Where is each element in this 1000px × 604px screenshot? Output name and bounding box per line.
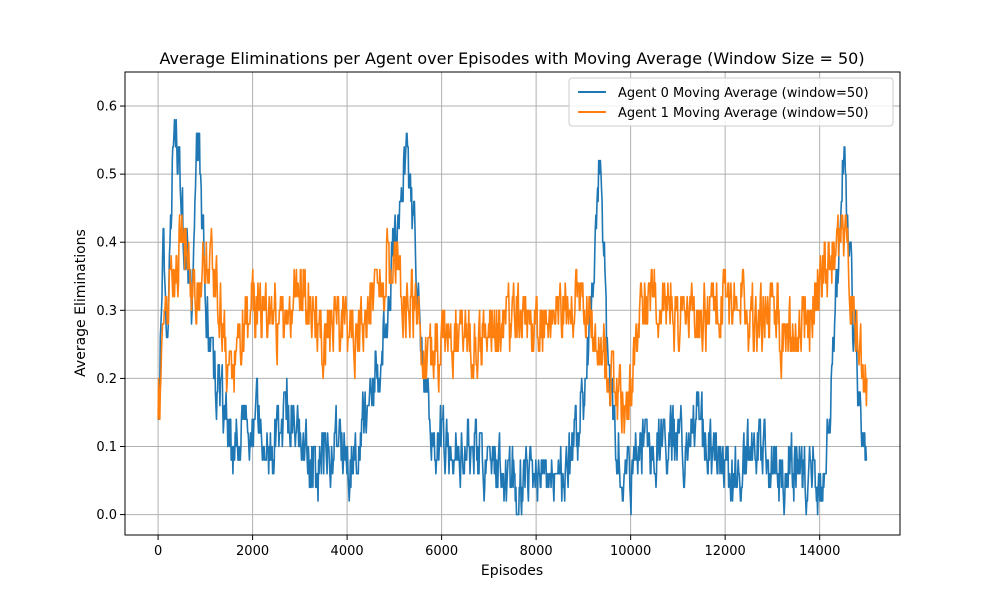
plot-frame — [124, 71, 901, 536]
y-tick-label: 0.3 — [96, 304, 117, 319]
legend-label-agent-1: Agent 1 Moving Average (window=50) — [618, 106, 869, 121]
y-tick-label: 0.5 — [96, 168, 117, 183]
y-tick-label: 0.6 — [96, 100, 117, 115]
y-tick-label: 0.2 — [96, 372, 117, 387]
series-layer — [157, 118, 868, 516]
x-tick-label: 12000 — [704, 544, 745, 559]
y-tick-label: 0.4 — [96, 236, 117, 251]
legend-box — [568, 77, 894, 127]
x-tick-label: 6000 — [425, 544, 458, 559]
y-tick-label: 0.0 — [96, 508, 117, 523]
y-tick-label: 0.1 — [96, 440, 117, 455]
x-tick-label: 0 — [154, 544, 162, 559]
chart-title: Average Eliminations per Agent over Epis… — [159, 49, 864, 68]
x-tick-label: 14000 — [799, 544, 840, 559]
series-line-agent-1 — [157, 214, 868, 434]
x-tick-label: 4000 — [331, 544, 364, 559]
axis-ticks: 0 2000 4000 6000 8000 10000 12000 14000 0.0 0.1 0.… — [96, 100, 840, 559]
series-line-agent-0 — [157, 118, 868, 516]
legend-label-agent-0: Agent 0 Moving Average (window=50) — [618, 86, 869, 101]
y-axis-label: Average Eliminations — [73, 229, 89, 377]
x-tick-label: 2000 — [236, 544, 269, 559]
legend: Agent 0 Moving Average (window=50) Agent… — [568, 77, 894, 127]
x-axis-label: Episodes — [481, 563, 543, 579]
x-tick-label: 10000 — [610, 544, 651, 559]
x-tick-label: 8000 — [520, 544, 553, 559]
